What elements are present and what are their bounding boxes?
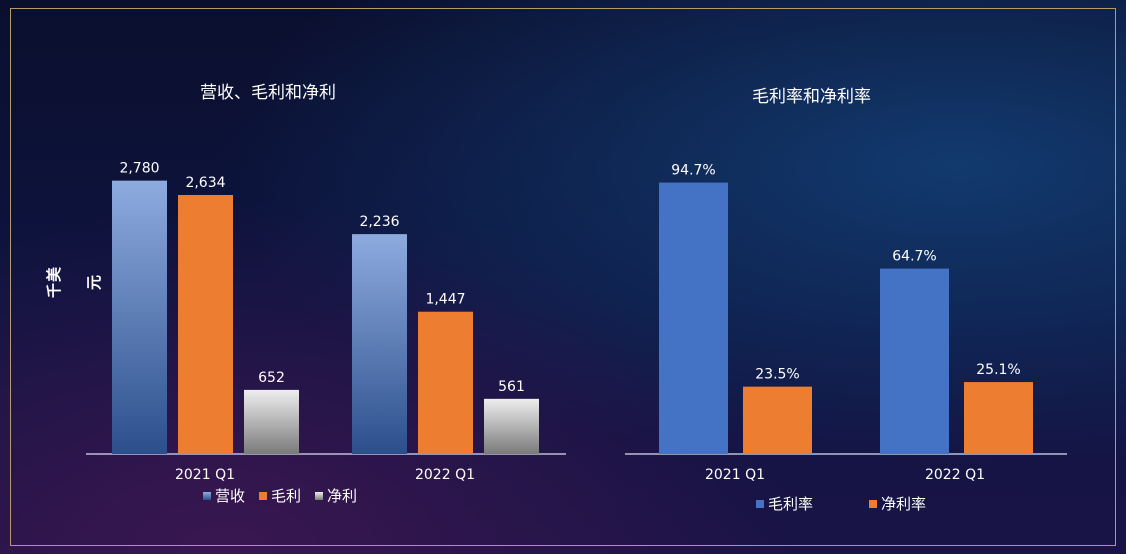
legend-item-net: 净利 (315, 485, 357, 506)
right-label-gross-margin-1: 64.7% (892, 249, 936, 265)
legend-item-gross: 毛利 (259, 485, 301, 506)
left-label-gross-1: 1,447 (425, 292, 465, 308)
right-chart-title: 毛利率和净利率 (752, 87, 871, 107)
right-legend: 毛利率 净利率 (756, 493, 940, 514)
legend-swatch-net-margin (869, 499, 878, 508)
legend-item-gross-margin: 毛利率 (756, 493, 813, 514)
legend-swatch-gross-margin (756, 499, 764, 508)
legend-item-net-margin: 净利率 (869, 493, 926, 514)
right-bar-net-margin-0 (743, 386, 812, 454)
legend-swatch-net (315, 491, 324, 500)
left-chart-title: 营收、毛利和净利 (200, 83, 336, 103)
left-tick-1: 2022 Q1 (415, 467, 475, 483)
left-bar-revenue-0 (112, 180, 167, 454)
right-label-net-margin-0: 23.5% (755, 367, 799, 383)
legend-label-net: 净利 (327, 487, 358, 505)
right-label-net-margin-1: 25.1% (976, 362, 1020, 378)
legend-label-revenue: 营收 (215, 487, 246, 505)
left-bar-gross-1 (418, 311, 473, 454)
legend-item-revenue: 营收 (203, 485, 245, 506)
right-bar-net-margin-1 (964, 382, 1033, 454)
left-bar-revenue-1 (352, 234, 407, 454)
right-tick-0: 2021 Q1 (705, 467, 765, 483)
right-label-gross-margin-0: 94.7% (671, 163, 715, 179)
slide-frame (10, 8, 1116, 546)
left-label-net-1: 561 (498, 379, 525, 395)
left-label-revenue-0: 2,780 (119, 161, 159, 177)
right-bar-gross-margin-0 (659, 182, 728, 455)
left-legend: 营收 毛利 净利 (203, 485, 371, 506)
left-label-gross-0: 2,634 (185, 175, 225, 191)
left-bar-net-0 (244, 389, 299, 454)
left-bar-gross-0 (178, 194, 233, 455)
left-bar-net-1 (484, 398, 539, 454)
legend-label-net-margin: 净利率 (881, 495, 927, 513)
right-tick-1: 2022 Q1 (925, 467, 985, 483)
left-label-revenue-1: 2,236 (359, 214, 399, 230)
right-bar-gross-margin-1 (880, 268, 949, 454)
legend-swatch-gross (259, 491, 268, 500)
legend-swatch-revenue (203, 491, 211, 500)
left-tick-0: 2021 Q1 (175, 467, 235, 483)
legend-label-gross-margin: 毛利率 (768, 495, 814, 513)
left-label-net-0: 652 (258, 370, 285, 386)
legend-label-gross: 毛利 (271, 487, 302, 505)
